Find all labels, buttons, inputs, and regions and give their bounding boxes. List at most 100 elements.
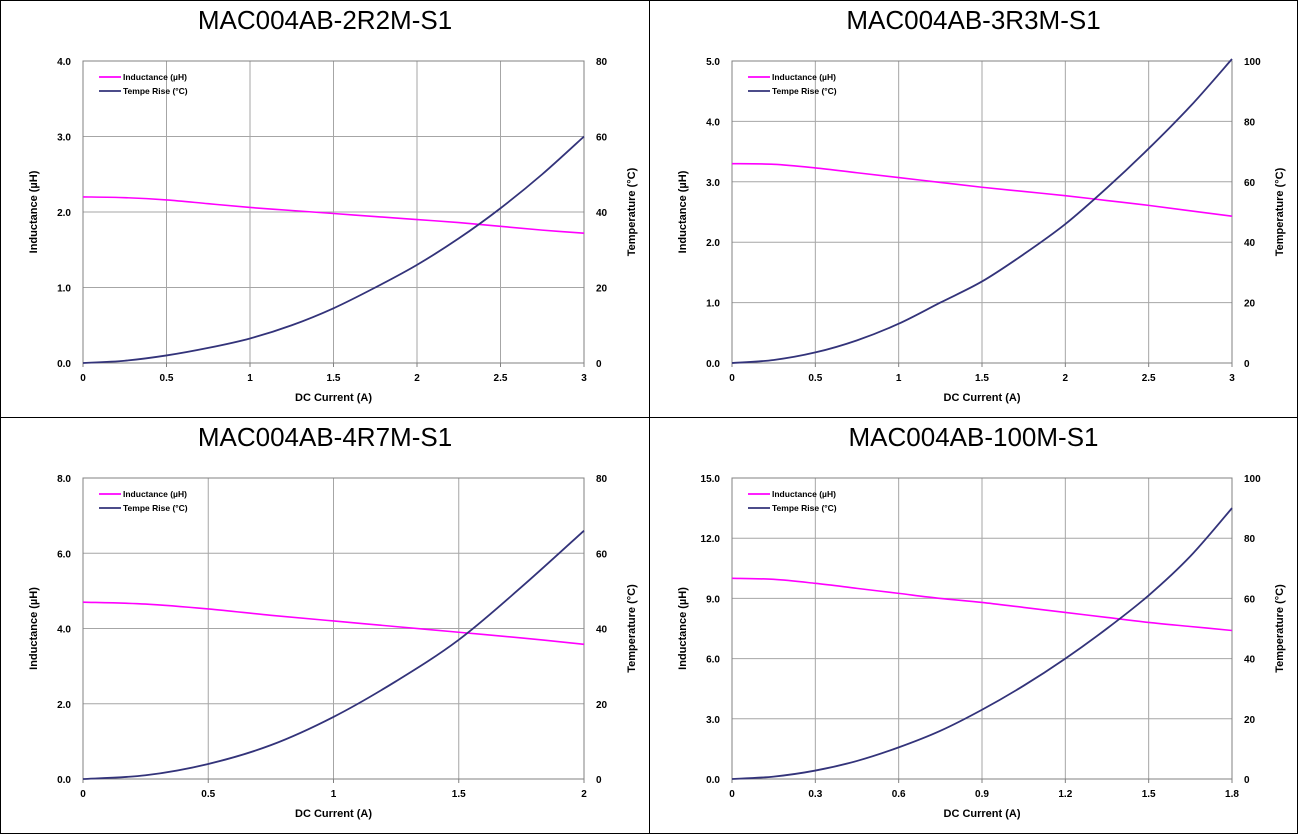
legend-label: Inductance (µH) bbox=[123, 489, 187, 499]
y2-tick-label: 0 bbox=[596, 775, 602, 786]
chart-panel-2: MAC004AB-3R3M-S1 0 0.5 1 1.5 2 2.5 3 0.0 1.0 2.0 3… bbox=[649, 0, 1298, 418]
y-tick-label: 2.0 bbox=[706, 238, 720, 249]
y2-tick-label: 20 bbox=[596, 284, 608, 295]
legend-label: Inductance (µH) bbox=[123, 72, 187, 82]
y-tick-label: 3.0 bbox=[706, 715, 720, 726]
x-tick-label: 3 bbox=[1229, 373, 1235, 384]
y-tick-label: 1.0 bbox=[706, 299, 720, 310]
y-tick-label: 0.0 bbox=[706, 775, 720, 786]
chart-panel-1: MAC004AB-2R2M-S1 0 0.5 1 1.5 2 2.5 3 0.0 1.0 2.0 3… bbox=[0, 0, 650, 418]
legend-label: Tempe Rise (°C) bbox=[123, 86, 188, 96]
y2-tick-label: 20 bbox=[596, 700, 608, 711]
x-tick-label: 0.5 bbox=[808, 373, 822, 384]
y-axis-label: Inductance (µH) bbox=[28, 170, 40, 253]
y-tick-label: 0.0 bbox=[706, 359, 720, 370]
series-line-inductance bbox=[82, 196, 585, 234]
legend-label: Inductance (µH) bbox=[772, 72, 836, 82]
x-tick-label: 0 bbox=[80, 373, 86, 384]
x-tick-label: 0.9 bbox=[975, 789, 989, 800]
x-tick-label: 3 bbox=[581, 373, 587, 384]
x-tick-label: 0.5 bbox=[160, 373, 174, 384]
y-tick-label: 2.0 bbox=[57, 700, 71, 711]
y2-tick-label: 100 bbox=[1244, 57, 1261, 68]
legend-label: Tempe Rise (°C) bbox=[772, 503, 837, 513]
y2-axis-label: Temperature (°C) bbox=[1274, 167, 1286, 256]
y-tick-label: 12.0 bbox=[701, 534, 721, 545]
legend-label: Tempe Rise (°C) bbox=[772, 86, 837, 96]
series-line-temperature bbox=[731, 507, 1233, 780]
y-tick-label: 15.0 bbox=[701, 474, 721, 485]
y-tick-label: 9.0 bbox=[706, 594, 720, 605]
x-tick-label: 1.5 bbox=[1142, 789, 1156, 800]
x-tick-label: 1.2 bbox=[1058, 789, 1072, 800]
x-tick-label: 2 bbox=[1063, 373, 1069, 384]
y-tick-label: 4.0 bbox=[57, 57, 71, 68]
x-tick-label: 1.5 bbox=[975, 373, 989, 384]
x-tick-label: 0.5 bbox=[201, 789, 215, 800]
y-tick-label: 6.0 bbox=[706, 655, 720, 666]
y2-tick-label: 60 bbox=[596, 133, 608, 144]
y-tick-label: 0.0 bbox=[57, 775, 71, 786]
y2-axis-label: Temperature (°C) bbox=[626, 584, 638, 673]
chart-panel-3: MAC004AB-4R7M-S1 0 0.5 1 1.5 2 0.0 2.0 4.0 6.0 8.… bbox=[0, 417, 650, 834]
y-tick-label: 6.0 bbox=[57, 549, 71, 560]
x-tick-label: 2 bbox=[414, 373, 420, 384]
y2-tick-label: 80 bbox=[596, 474, 608, 485]
y-axis-label: Inductance (µH) bbox=[28, 587, 40, 670]
x-tick-label: 2 bbox=[581, 789, 587, 800]
chart-svg-3: 0 0.5 1 1.5 2 0.0 2.0 4.0 6.0 8.0 0 20 40 60 80 DC Curr… bbox=[28, 474, 638, 820]
x-tick-label: 1 bbox=[331, 789, 337, 800]
series-line-temperature bbox=[82, 530, 585, 780]
y2-tick-label: 60 bbox=[1244, 178, 1256, 189]
chart-title: MAC004AB-4R7M-S1 bbox=[197, 422, 453, 452]
y2-tick-label: 40 bbox=[1244, 238, 1256, 249]
x-axis-label: DC Current (A) bbox=[295, 808, 372, 820]
y2-tick-label: 80 bbox=[596, 57, 608, 68]
y-axis-label: Inductance (µH) bbox=[677, 170, 689, 253]
y2-tick-label: 20 bbox=[1244, 715, 1256, 726]
x-axis-label: DC Current (A) bbox=[944, 808, 1021, 820]
x-tick-label: 1.5 bbox=[452, 789, 466, 800]
y-tick-label: 5.0 bbox=[706, 57, 720, 68]
series-line-inductance bbox=[731, 577, 1233, 632]
y2-tick-label: 20 bbox=[1244, 299, 1256, 310]
y2-tick-label: 80 bbox=[1244, 117, 1256, 128]
y-tick-label: 3.0 bbox=[57, 133, 71, 144]
y2-axis-label: Temperature (°C) bbox=[626, 167, 638, 256]
legend-label: Tempe Rise (°C) bbox=[123, 503, 188, 513]
x-tick-label: 1.5 bbox=[327, 373, 341, 384]
chart-title: MAC004AB-3R3M-S1 bbox=[846, 5, 1101, 35]
chart-svg-2: 0 0.5 1 1.5 2 2.5 3 0.0 1.0 2.0 3.0 4.0 5.0 0 20 40 60 80… bbox=[677, 57, 1286, 404]
y2-tick-label: 80 bbox=[1244, 534, 1256, 545]
series-line-temperature bbox=[731, 58, 1233, 364]
y2-tick-label: 40 bbox=[596, 625, 608, 636]
chart-panel-4: MAC004AB-100M-S1 0 0.3 0.6 0.9 1.2 1.5 1.8 0.0 3… bbox=[649, 417, 1298, 834]
x-tick-label: 2.5 bbox=[1142, 373, 1156, 384]
x-tick-label: 0 bbox=[729, 789, 735, 800]
y-tick-label: 4.0 bbox=[706, 117, 720, 128]
y2-axis-label: Temperature (°C) bbox=[1274, 584, 1286, 673]
series-line-temperature bbox=[82, 135, 585, 364]
y-tick-label: 0.0 bbox=[57, 359, 71, 370]
y2-tick-label: 40 bbox=[1244, 655, 1256, 666]
y2-tick-label: 60 bbox=[1244, 594, 1256, 605]
series-line-inductance bbox=[731, 162, 1233, 218]
x-tick-label: 2.5 bbox=[494, 373, 508, 384]
y2-tick-label: 100 bbox=[1244, 474, 1261, 485]
y-tick-label: 4.0 bbox=[57, 625, 71, 636]
y2-tick-label: 0 bbox=[596, 359, 602, 370]
x-tick-label: 1.8 bbox=[1225, 789, 1239, 800]
x-tick-label: 0.3 bbox=[808, 789, 822, 800]
x-tick-label: 0.6 bbox=[892, 789, 906, 800]
x-axis-label: DC Current (A) bbox=[295, 392, 372, 404]
chart-title: MAC004AB-100M-S1 bbox=[848, 422, 1099, 452]
y2-tick-label: 0 bbox=[1244, 359, 1250, 370]
y2-tick-label: 0 bbox=[1244, 775, 1250, 786]
y2-tick-label: 40 bbox=[596, 208, 608, 219]
y-tick-label: 3.0 bbox=[706, 178, 720, 189]
x-tick-label: 0 bbox=[80, 789, 86, 800]
y2-tick-label: 60 bbox=[596, 549, 608, 560]
chart-svg-1: 0 0.5 1 1.5 2 2.5 3 0.0 1.0 2.0 3.0 4.0 0 20 40 60 80 DC … bbox=[28, 57, 638, 404]
x-axis-label: DC Current (A) bbox=[944, 392, 1021, 404]
